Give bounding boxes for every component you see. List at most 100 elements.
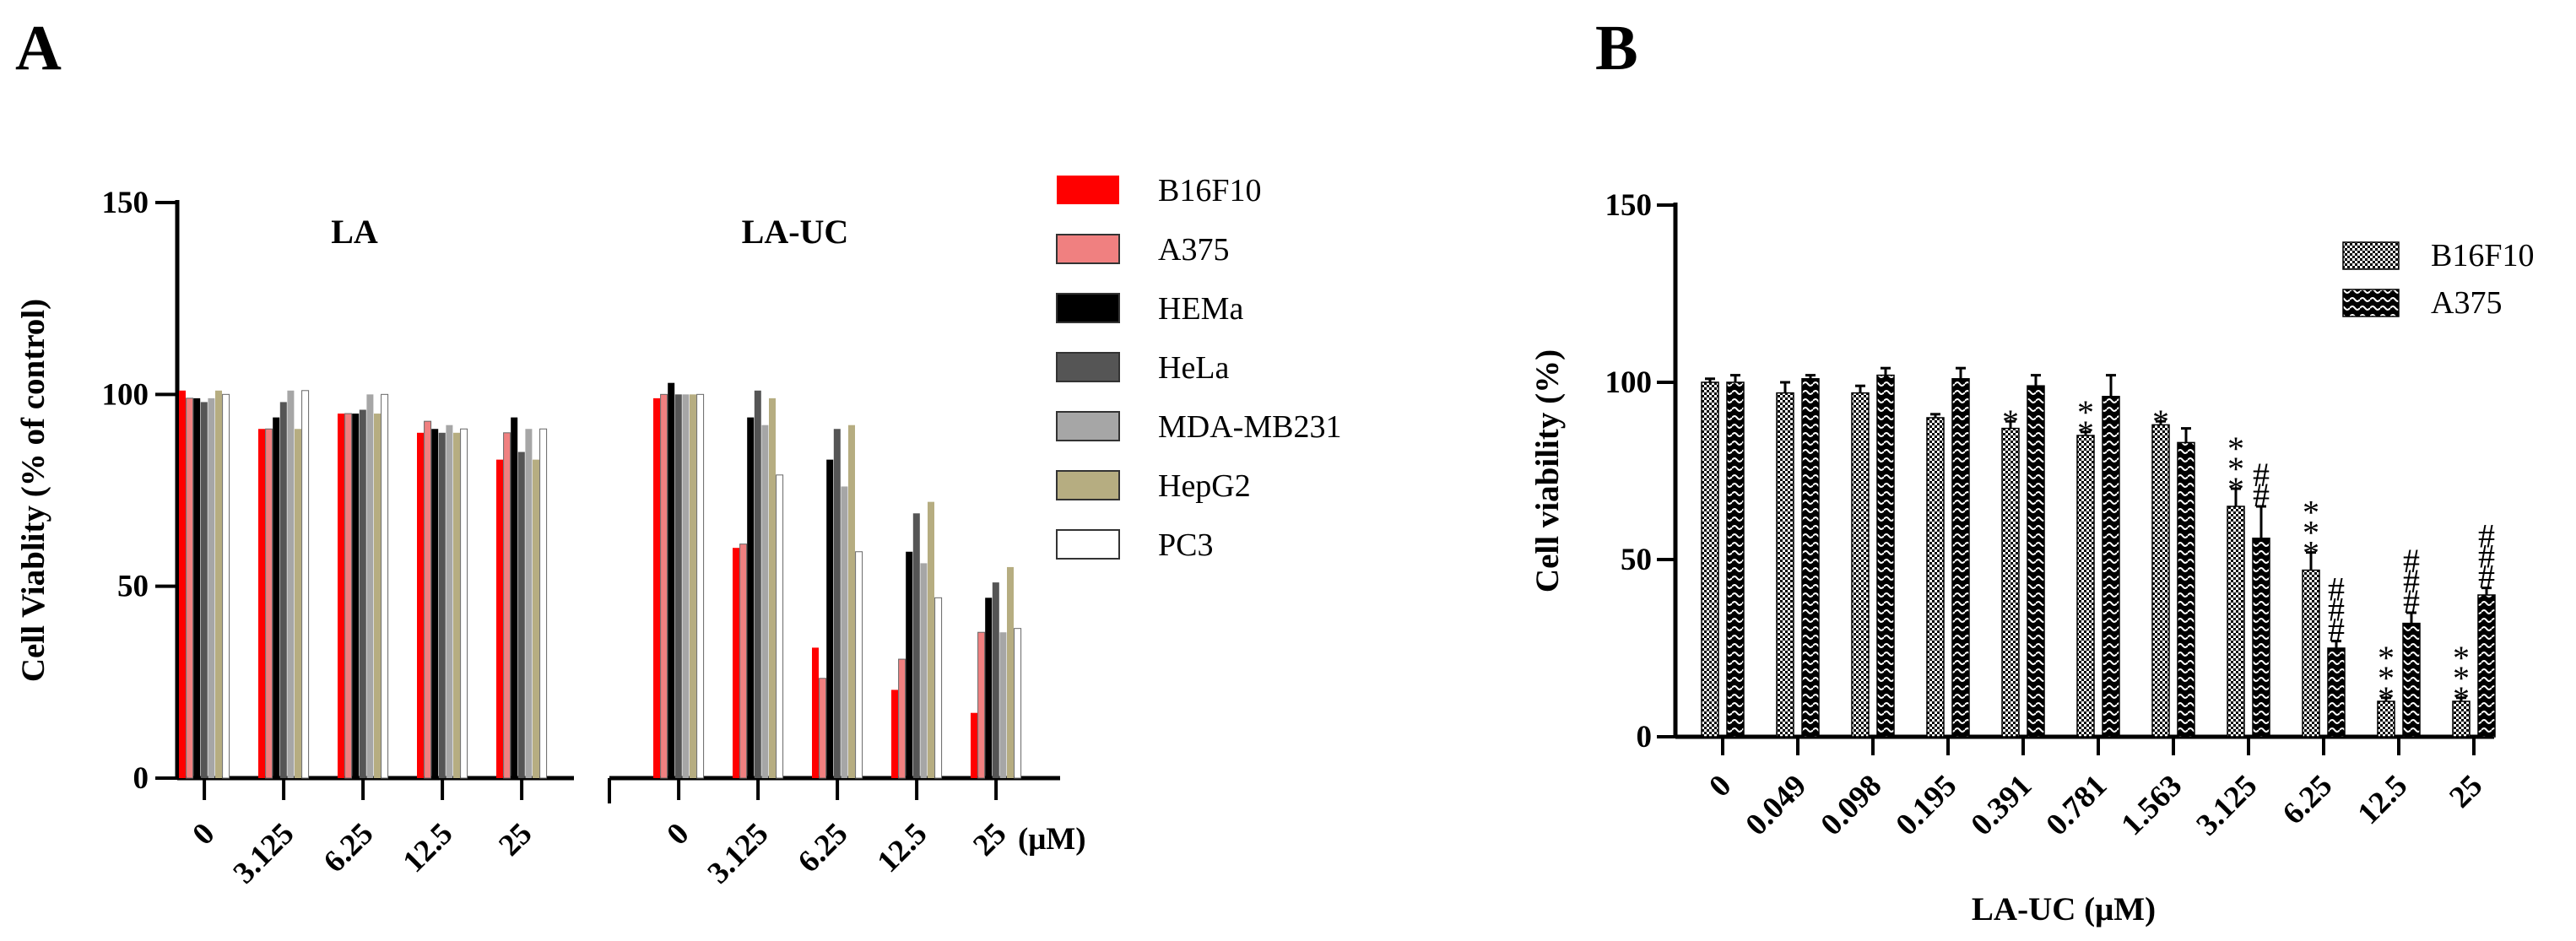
bar-a-b16f10 [338, 414, 344, 778]
y-tick-label: 50 [1621, 543, 1652, 577]
significance-mark: * [2453, 679, 2470, 717]
bar-a-mda-mb231 [920, 563, 928, 778]
bar-a-b16f10 [258, 429, 265, 778]
bar-a-hela [517, 452, 525, 778]
significance-mark: # [2478, 538, 2495, 576]
x-tick-label: 0.781 [2040, 768, 2114, 842]
significance-mark: # [2328, 611, 2345, 649]
bar-b-b16f10 [1926, 417, 1945, 738]
bar-a-a375 [265, 428, 273, 779]
legend-label: HEMa [1158, 291, 1243, 327]
bar-a-mda-mb231 [525, 429, 533, 778]
bar-b-b16f10 [1851, 392, 1870, 738]
bar-b-b16f10 [2151, 424, 2170, 738]
bar-a-b16f10 [179, 390, 186, 778]
bar-b-a375 [2252, 538, 2270, 738]
legend-swatch-a375 [1056, 234, 1120, 264]
bar-a-hepg2 [1007, 566, 1014, 778]
legend-label: A375 [2431, 285, 2502, 321]
x-tick-label: 12.5 [397, 816, 460, 879]
y-tick-label: 150 [102, 186, 149, 220]
bar-a-hepg2 [374, 414, 381, 778]
y-tick-label: 150 [1605, 188, 1653, 223]
bar-a-b16f10 [733, 548, 739, 778]
legend-label: MDA-MB231 [1158, 409, 1341, 445]
significance-mark: # [2253, 456, 2270, 494]
bar-a-hela [200, 402, 208, 778]
legend-label: A375 [1158, 232, 1229, 268]
bar-a-mda-mb231 [841, 486, 848, 778]
bar-b-a375 [2027, 385, 2045, 738]
significance-mark: # [2478, 558, 2495, 596]
x-tick-label: 25 [492, 816, 538, 863]
bar-b-a375 [2327, 647, 2346, 738]
significance-mark: * [2077, 414, 2094, 452]
group-title: LA-UC [742, 213, 849, 251]
significance-mark: # [2403, 542, 2420, 580]
significance-mark: # [2328, 571, 2345, 608]
bar-a-mda-mb231 [999, 632, 1007, 778]
bar-a-a375 [186, 397, 194, 779]
bar-a-hepg2 [533, 459, 539, 778]
bar-a-mda-mb231 [446, 425, 453, 778]
bar-a-hepg2 [295, 429, 301, 778]
bar-a-pc3 [539, 428, 548, 779]
x-axis-label: LA-UC (μM) [1972, 891, 2156, 927]
legend-swatch-hepg2 [1056, 470, 1120, 500]
bar-b-b16f10 [1701, 381, 1719, 738]
x-tick-label: 3.125 [701, 816, 776, 890]
significance-mark: * [2453, 639, 2470, 677]
x-tick-label: 0 [1702, 768, 1738, 803]
bar-a-a375 [503, 432, 511, 779]
bar-b-a375 [2177, 441, 2195, 738]
bar-a-hepg2 [215, 390, 222, 778]
bar-a-hela [992, 582, 999, 778]
legend-label: B16F10 [2431, 238, 2534, 273]
bar-a-hema [668, 382, 675, 778]
bar-a-hela [279, 402, 287, 778]
bar-a-pc3 [855, 551, 863, 779]
significance-mark: * [2378, 659, 2395, 697]
unit-label: (μM) [1018, 822, 1086, 857]
legend-label: B16F10 [1158, 173, 1261, 208]
x-tick-label: 0.195 [1890, 768, 1964, 842]
bar-a-a375 [739, 544, 748, 779]
bar-a-hema [193, 397, 201, 778]
bar-b-a375 [1876, 374, 1895, 738]
bar-b-a375 [2477, 594, 2496, 738]
y-tick-label: 0 [133, 761, 149, 796]
bar-a-hema [273, 417, 280, 778]
bar-a-hepg2 [848, 425, 855, 778]
bar-a-b16f10 [812, 647, 819, 778]
bar-a-a375 [819, 678, 827, 779]
legend-label: HepG2 [1158, 468, 1251, 504]
bar-a-a375 [660, 393, 668, 779]
bar-a-hela [359, 409, 366, 778]
x-tick-label: 0.049 [1740, 768, 1814, 842]
bar-a-hela [833, 429, 841, 778]
panel-a-letter: A [15, 13, 62, 84]
bar-a-hepg2 [928, 501, 934, 778]
bar-b-a375 [2102, 396, 2120, 738]
bar-a-hema [826, 459, 834, 778]
bar-a-b16f10 [496, 459, 503, 778]
bar-a-pc3 [381, 393, 389, 779]
bar-a-pc3 [222, 393, 230, 779]
legend-swatch-pc3 [1056, 529, 1120, 560]
bar-a-hela [438, 432, 446, 778]
bar-b-a375 [1951, 378, 1970, 738]
significance-mark: # [2403, 562, 2420, 600]
x-tick-label: 12.5 [871, 816, 934, 879]
significance-mark: * [2227, 470, 2244, 508]
x-tick-label: 0 [186, 816, 221, 852]
bar-a-a375 [977, 631, 986, 779]
legend-swatch-hema [1056, 293, 1120, 323]
bar-a-hema [747, 417, 755, 778]
significance-mark: * [2303, 514, 2319, 552]
bar-a-b16f10 [417, 432, 424, 778]
y-tick-label: 50 [117, 570, 149, 604]
significance-mark: * [2077, 393, 2094, 431]
bar-b-b16f10 [2001, 427, 2020, 738]
